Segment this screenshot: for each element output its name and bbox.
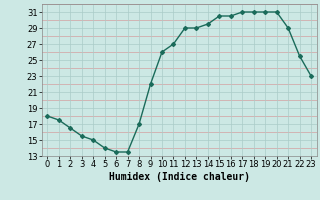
X-axis label: Humidex (Indice chaleur): Humidex (Indice chaleur) bbox=[109, 172, 250, 182]
